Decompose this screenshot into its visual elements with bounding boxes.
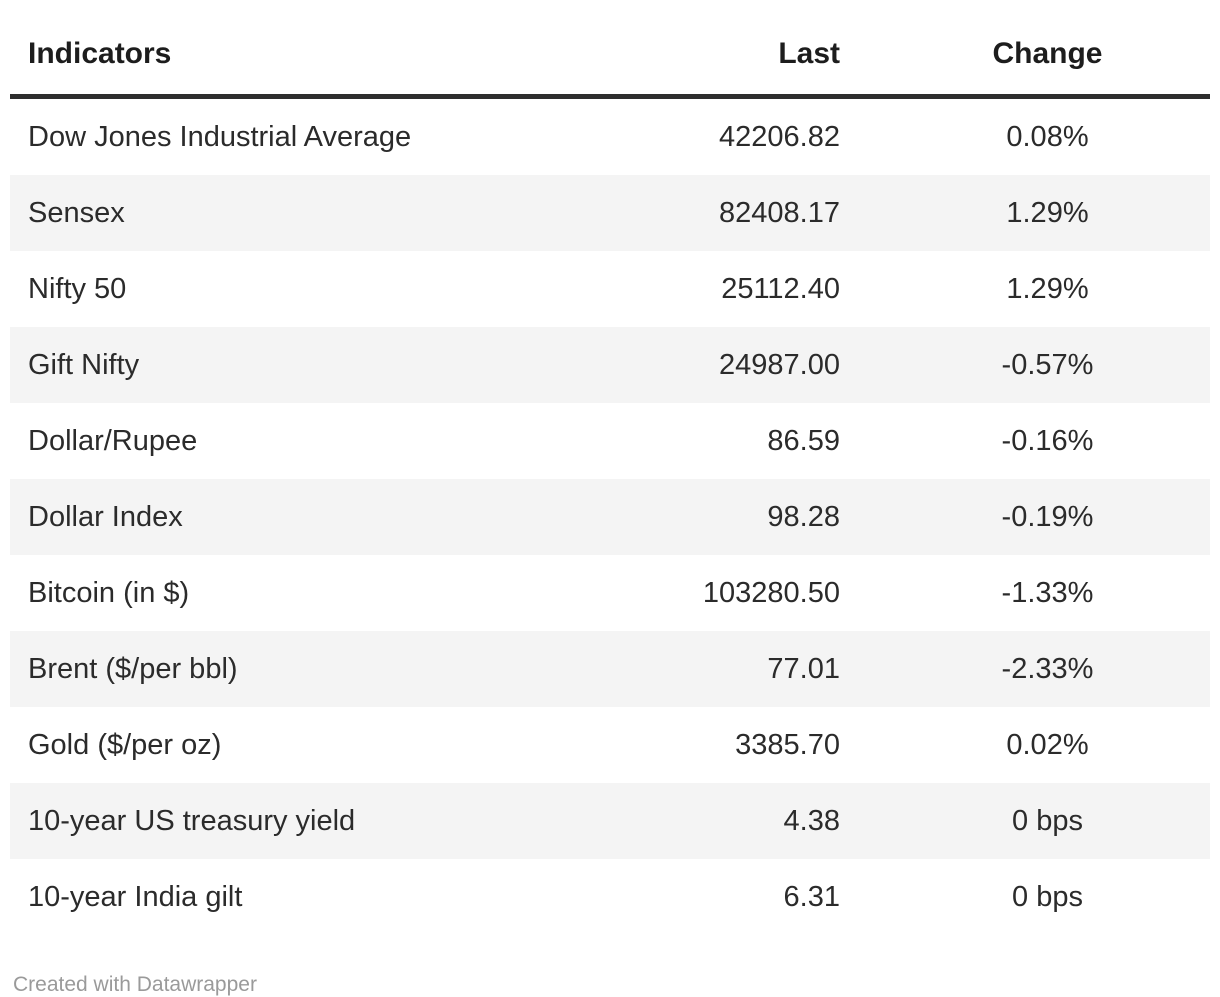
table-row: 10-year US treasury yield 4.38 0 bps bbox=[10, 783, 1210, 859]
cell-change: -0.57% bbox=[1001, 349, 1094, 381]
table-row: Sensex 82408.17 1.29% bbox=[10, 175, 1210, 251]
cell-change: -2.33% bbox=[1001, 653, 1094, 685]
cell-change: 0.02% bbox=[1006, 729, 1089, 761]
table-row: Brent ($/per bbl) 77.01 -2.33% bbox=[10, 631, 1210, 707]
table-body: Dow Jones Industrial Average 42206.82 0.08… bbox=[10, 97, 1210, 936]
table-row: 10-year India gilt 6.31 0 bps bbox=[10, 859, 1210, 935]
cell-indicator: Gold ($/per oz) bbox=[28, 729, 222, 761]
cell-last: 3385.70 bbox=[735, 729, 840, 761]
table-row: Nifty 50 25112.40 1.29% bbox=[10, 251, 1210, 327]
cell-change: 0 bps bbox=[1012, 881, 1083, 913]
header-row: Indicators Last Change bbox=[10, 0, 1210, 99]
table-row: Dollar Index 98.28 -0.19% bbox=[10, 479, 1210, 555]
cell-last: 24987.00 bbox=[719, 349, 840, 381]
table-row: Dollar/Rupee 86.59 -0.16% bbox=[10, 403, 1210, 479]
cell-change: -1.33% bbox=[1001, 577, 1094, 609]
table-row: Gold ($/per oz) 3385.70 0.02% bbox=[10, 707, 1210, 783]
cell-change: -0.16% bbox=[1001, 425, 1094, 457]
datawrapper-credit-link[interactable]: Created with Datawrapper bbox=[13, 973, 257, 996]
cell-last: 42206.82 bbox=[719, 121, 840, 153]
indicators-table-container: Indicators Last Change Dow Jones Industr… bbox=[10, 0, 1210, 935]
cell-indicator: Dow Jones Industrial Average bbox=[28, 121, 412, 153]
column-header-change: Change bbox=[862, 0, 1210, 99]
cell-indicator: Dollar Index bbox=[28, 501, 183, 533]
cell-change: 1.29% bbox=[1006, 197, 1089, 229]
cell-change: 0 bps bbox=[1012, 805, 1083, 837]
cell-indicator: Nifty 50 bbox=[28, 273, 127, 305]
cell-indicator: Dollar/Rupee bbox=[28, 425, 198, 457]
indicators-table: Indicators Last Change Dow Jones Industr… bbox=[10, 0, 1210, 935]
cell-indicator: Brent ($/per bbl) bbox=[28, 653, 238, 685]
table-row: Bitcoin (in $) 103280.50 -1.33% bbox=[10, 555, 1210, 631]
cell-indicator: Bitcoin (in $) bbox=[28, 577, 190, 609]
cell-last: 6.31 bbox=[783, 881, 840, 913]
cell-indicator: 10-year US treasury yield bbox=[28, 805, 356, 837]
column-header-last: Last bbox=[658, 0, 862, 99]
cell-last: 82408.17 bbox=[719, 197, 840, 229]
table-header: Indicators Last Change bbox=[10, 0, 1210, 99]
cell-change: 0.08% bbox=[1006, 121, 1089, 153]
cell-change: 1.29% bbox=[1006, 273, 1089, 305]
cell-last: 86.59 bbox=[767, 425, 840, 457]
table-row: Gift Nifty 24987.00 -0.57% bbox=[10, 327, 1210, 403]
cell-indicator: Gift Nifty bbox=[28, 349, 140, 381]
cell-indicator: 10-year India gilt bbox=[28, 881, 243, 913]
cell-last: 98.28 bbox=[767, 501, 840, 533]
cell-last: 77.01 bbox=[767, 653, 840, 685]
cell-indicator: Sensex bbox=[28, 197, 125, 229]
cell-last: 4.38 bbox=[783, 805, 840, 837]
cell-change: -0.19% bbox=[1001, 501, 1094, 533]
cell-last: 103280.50 bbox=[702, 577, 840, 609]
table-row: Dow Jones Industrial Average 42206.82 0.08… bbox=[10, 97, 1210, 176]
column-header-indicators: Indicators bbox=[10, 0, 658, 99]
cell-last: 25112.40 bbox=[721, 273, 840, 305]
